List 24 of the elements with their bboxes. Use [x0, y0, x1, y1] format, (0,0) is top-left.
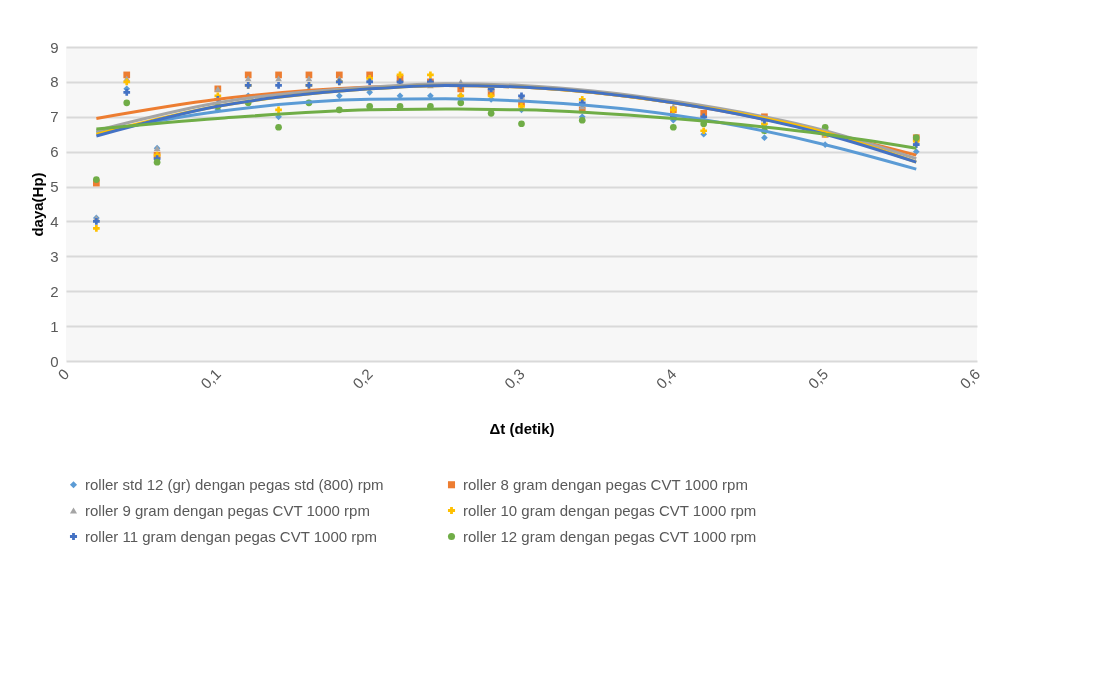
x-tick-label: 0,6 [956, 365, 984, 392]
x-tick-label: 0,3 [500, 365, 528, 392]
x-axis-title: Δt (detik) [489, 419, 555, 437]
x-tick-label: 0,5 [804, 365, 832, 392]
legend-label: roller 8 gram dengan pegas CVT 1000 rpm [463, 475, 748, 493]
y-tick-label: 3 [50, 247, 59, 265]
legend-label: roller 12 gram dengan pegas CVT 1000 rpm [463, 527, 757, 545]
legend-label: roller 10 gram dengan pegas CVT 1000 rpm [463, 501, 757, 519]
y-tick-label: 0 [50, 352, 59, 370]
y-tick-label: 5 [50, 178, 59, 196]
x-tick-label: 0,2 [349, 365, 376, 392]
y-tick-label: 2 [50, 282, 59, 300]
y-tick-label: 4 [50, 212, 59, 230]
y-tick-label: 6 [50, 143, 59, 161]
legend-label: roller std 12 (gr) dengan pegas std (800) rpm [85, 475, 384, 493]
y-tick-label: 8 [50, 73, 59, 91]
y-tick-label: 1 [50, 317, 59, 335]
y-axis-title: daya(Hp) [29, 172, 47, 237]
x-tick-label: 0,4 [652, 365, 680, 392]
x-tick-label: 0,1 [197, 365, 224, 392]
legend-label: roller 9 gram dengan pegas CVT 1000 rpm [85, 501, 370, 519]
y-tick-label: 9 [50, 38, 59, 56]
y-tick-label: 7 [50, 108, 59, 126]
legend-label: roller 11 gram dengan pegas CVT 1000 rpm [85, 527, 378, 545]
